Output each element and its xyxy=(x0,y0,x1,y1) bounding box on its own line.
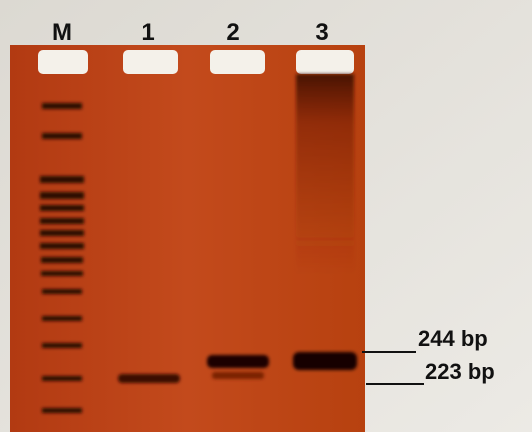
band xyxy=(42,103,82,109)
page: M 1 2 3 244 bp 223 bp (() => { const dat… xyxy=(0,0,532,432)
lane-label: 1 xyxy=(141,19,154,46)
band xyxy=(41,257,83,263)
band xyxy=(40,230,84,236)
band xyxy=(207,355,269,368)
band xyxy=(40,243,84,249)
lane-smear xyxy=(296,74,354,274)
band xyxy=(42,316,82,321)
well xyxy=(210,50,265,74)
band xyxy=(42,133,82,139)
band xyxy=(41,271,83,276)
band xyxy=(212,372,264,379)
gel-figure: M 1 2 3 244 bp 223 bp xyxy=(0,0,532,432)
well xyxy=(38,50,88,74)
band xyxy=(42,408,82,413)
band xyxy=(42,376,82,381)
band xyxy=(42,343,82,348)
marker-label: 244 bp xyxy=(418,326,488,351)
well xyxy=(296,50,354,74)
band xyxy=(40,176,84,183)
lane-label: 3 xyxy=(315,19,328,46)
lane-label: 2 xyxy=(226,19,239,46)
band xyxy=(40,205,84,211)
band xyxy=(40,192,84,199)
band xyxy=(293,352,357,370)
marker-label: 223 bp xyxy=(425,359,495,384)
lane-label: M xyxy=(52,19,72,46)
band xyxy=(118,374,180,383)
band xyxy=(40,218,84,224)
band xyxy=(42,289,82,294)
well xyxy=(123,50,178,74)
